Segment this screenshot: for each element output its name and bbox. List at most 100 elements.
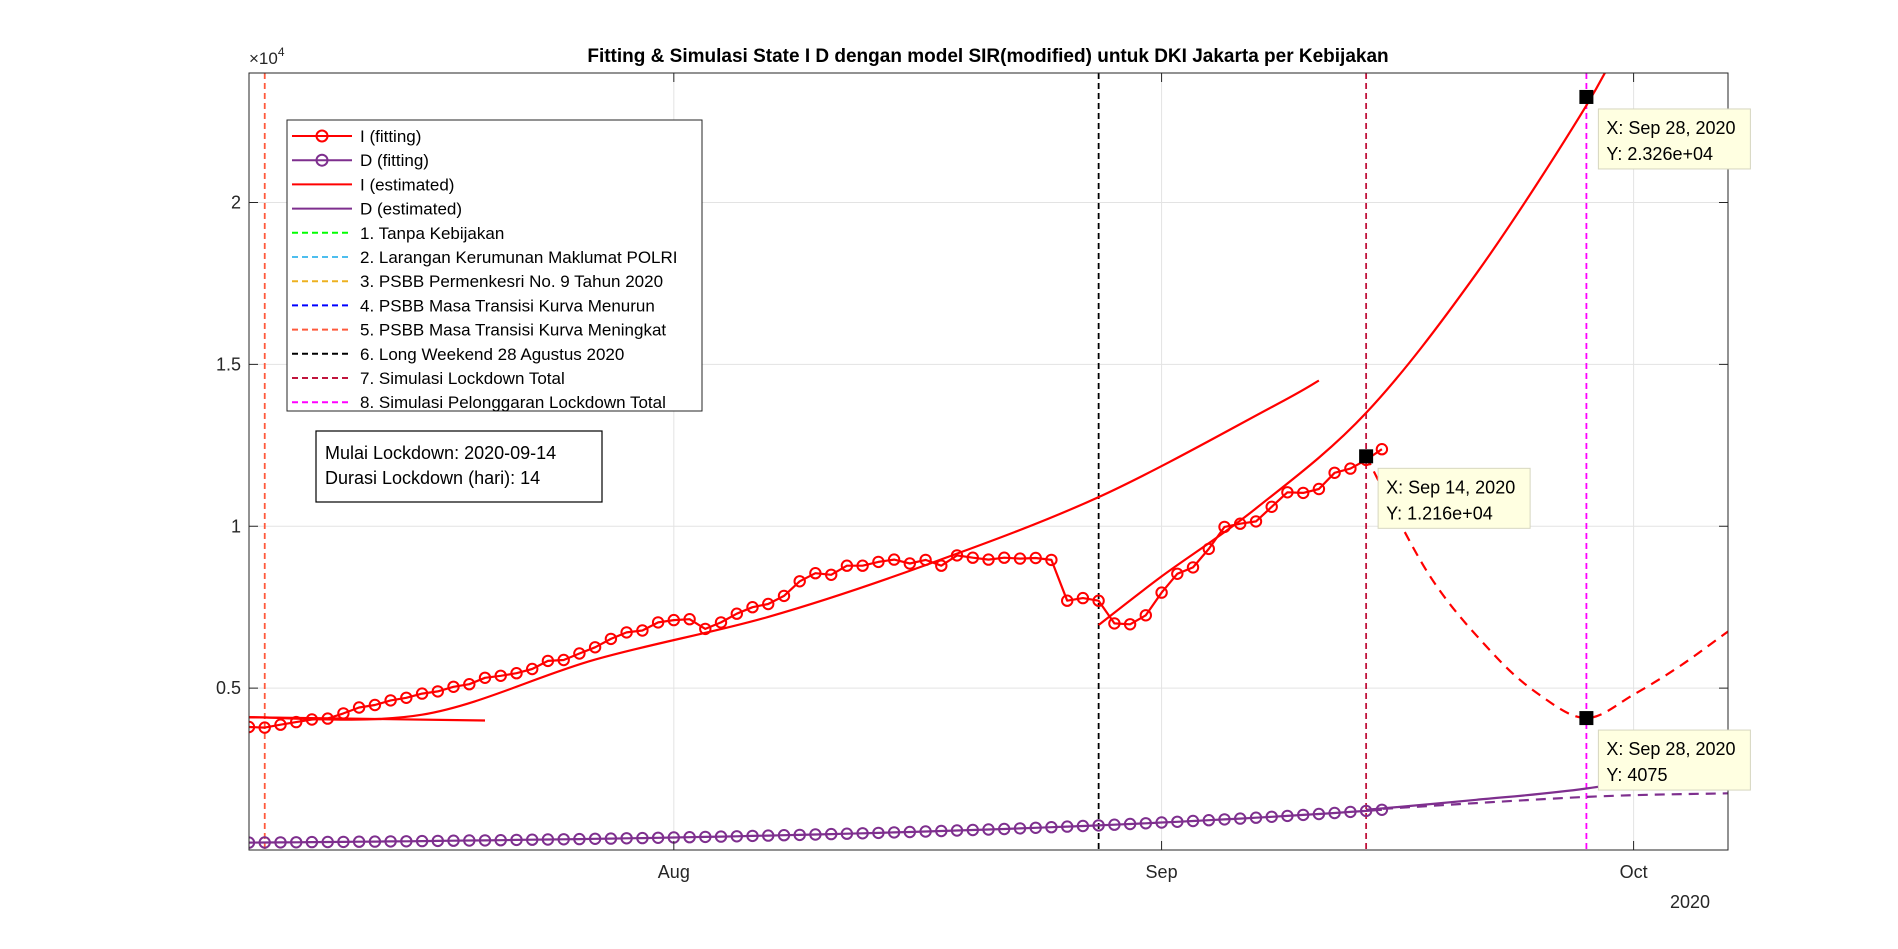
y-tick-label: 0.5 [216, 678, 241, 698]
data-point-d-fitting [1171, 815, 1184, 828]
data-point-i-fitting [415, 687, 429, 700]
data-point-d-fitting [415, 834, 429, 848]
data-point-d-fitting [935, 824, 948, 838]
legend-label: 4. PSBB Masa Transisi Kurva Menurun [360, 296, 655, 315]
data-point-d-fitting [793, 828, 806, 842]
data-tip-x: X: Sep 28, 2020 [1606, 739, 1735, 759]
data-point-i-fitting [1155, 586, 1168, 599]
data-point-d-fitting [1234, 812, 1247, 825]
year-label: 2020 [1670, 892, 1710, 912]
data-point-d-fitting [1092, 819, 1105, 832]
data-tip-x: X: Sep 14, 2020 [1386, 477, 1515, 497]
legend-item-8-simulasi-pelonggaran-lockdown-total: 8. Simulasi Pelonggaran Lockdown Total [292, 393, 666, 412]
data-point-d-fitting [762, 829, 775, 842]
data-point-d-fitting [1359, 804, 1373, 818]
legend-item-7-simulasi-lockdown-total: 7. Simulasi Lockdown Total [292, 369, 565, 388]
data-point-i-fitting [1265, 500, 1278, 513]
data-point-i-fitting [400, 691, 413, 704]
data-tip-y: Y: 2.326e+04 [1606, 144, 1713, 164]
data-point-i-fitting [510, 667, 523, 680]
y-tick-label: 2 [231, 193, 241, 213]
data-point-i-fitting [1108, 617, 1121, 630]
data-point-d-fitting [872, 826, 885, 840]
legend-item-i-estimated: I (estimated) [292, 175, 454, 194]
marker-layer [249, 443, 1389, 849]
data-point-i-fitting [793, 575, 806, 588]
data-point-d-fitting [856, 827, 869, 840]
data-point-i-fitting [368, 698, 382, 712]
data-point-i-fitting [494, 669, 507, 682]
data-point-i-fitting [1029, 551, 1042, 565]
data-tip-x: X: Sep 28, 2020 [1606, 118, 1735, 138]
data-point-i-fitting [478, 671, 492, 684]
legend-item-d-estimated: D (estimated) [292, 200, 462, 219]
data-point-d-fitting [903, 825, 916, 839]
legend-marker [315, 129, 329, 143]
data-point-i-fitting [274, 718, 287, 731]
y-tick-label: 1.5 [216, 354, 241, 374]
data-point-d-fitting [384, 835, 397, 848]
data-point-i-fitting [887, 553, 901, 566]
data-point-d-fitting [604, 832, 618, 845]
data-point-i-fitting [825, 568, 838, 581]
tick-layer: Aug Sep Oct 0.5 1 1.5 2 [216, 73, 1728, 882]
series-line-d-lockdown-simulation [1366, 792, 1728, 811]
data-point-d-fitting [1202, 814, 1216, 827]
series-layer [249, 73, 1728, 844]
data-point-i-fitting [1375, 443, 1389, 456]
data-point-i-fitting [1186, 561, 1200, 574]
data-point-d-fitting [840, 827, 854, 840]
data-point-i-fitting [1139, 609, 1153, 622]
data-point-d-fitting [573, 832, 586, 846]
series-line-i-lockdown-simulation [1365, 455, 1728, 720]
data-point-i-fitting [651, 616, 665, 629]
data-point-d-fitting [431, 834, 444, 848]
data-point-i-fitting [982, 553, 995, 566]
data-point-d-fitting [887, 826, 901, 839]
data-point-d-fitting [1108, 818, 1121, 831]
data-point-i-fitting [1328, 466, 1341, 479]
legend: I (fitting) D (fitting) I (estimated) D (es… [286, 119, 703, 412]
series-line-i-estimated-initial-segment [249, 716, 486, 722]
data-point-i-fitting [1202, 542, 1216, 556]
legend-label: 7. Simulasi Lockdown Total [360, 369, 565, 388]
data-point-d-fitting [557, 833, 570, 846]
y-exponent-power: 4 [278, 45, 285, 59]
data-tip-marker [1579, 89, 1594, 104]
legend-item-5-psbb-masa-transisi-kurva-meningkat: 5. PSBB Masa Transisi Kurva Meningkat [292, 321, 666, 340]
data-point-d-fitting [290, 836, 303, 849]
data-tip: X: Sep 28, 2020 Y: 2.326e+04 [1579, 89, 1751, 170]
data-point-i-fitting [730, 607, 743, 620]
data-point-d-fitting [746, 829, 759, 843]
data-point-i-fitting [526, 662, 539, 676]
data-point-i-fitting [762, 597, 775, 611]
data-tip-marker [1579, 711, 1594, 726]
data-point-d-fitting [305, 835, 319, 849]
legend-label: 5. PSBB Masa Transisi Kurva Meningkat [360, 321, 666, 340]
legend-item-1-tanpa-kebijakan: 1. Tanpa Kebijakan [292, 224, 504, 243]
data-point-i-fitting [337, 707, 350, 720]
data-point-d-fitting [1155, 816, 1168, 829]
info-box-line-2: Durasi Lockdown (hari): 14 [325, 468, 540, 488]
data-point-d-fitting [1013, 822, 1027, 835]
data-point-d-fitting [683, 831, 696, 844]
legend-item-6-long-weekend-28-agustus-2020: 6. Long Weekend 28 Agustus 2020 [292, 345, 624, 364]
legend-item-2-larangan-kerumunan-maklumat-polri: 2. Larangan Kerumunan Maklumat POLRI [292, 248, 678, 267]
data-point-i-fitting [1076, 591, 1090, 605]
data-point-i-fitting [1171, 567, 1184, 580]
data-point-i-fitting [384, 694, 397, 707]
legend-label: D (estimated) [360, 200, 462, 219]
data-point-i-fitting [1249, 515, 1263, 528]
data-tip-y: Y: 1.216e+04 [1386, 503, 1493, 523]
legend-label: D (fitting) [360, 151, 429, 170]
legend-label: 6. Long Weekend 28 Agustus 2020 [360, 345, 624, 364]
info-box-frame [315, 430, 603, 503]
data-point-d-fitting [274, 836, 287, 849]
data-point-i-fitting [998, 551, 1011, 564]
data-point-i-fitting [352, 701, 366, 714]
data-tip-box [1597, 729, 1751, 791]
data-point-d-fitting [620, 832, 633, 845]
data-point-i-fitting [667, 613, 680, 627]
data-point-d-fitting [809, 828, 822, 841]
data-point-d-fitting [1328, 806, 1341, 820]
